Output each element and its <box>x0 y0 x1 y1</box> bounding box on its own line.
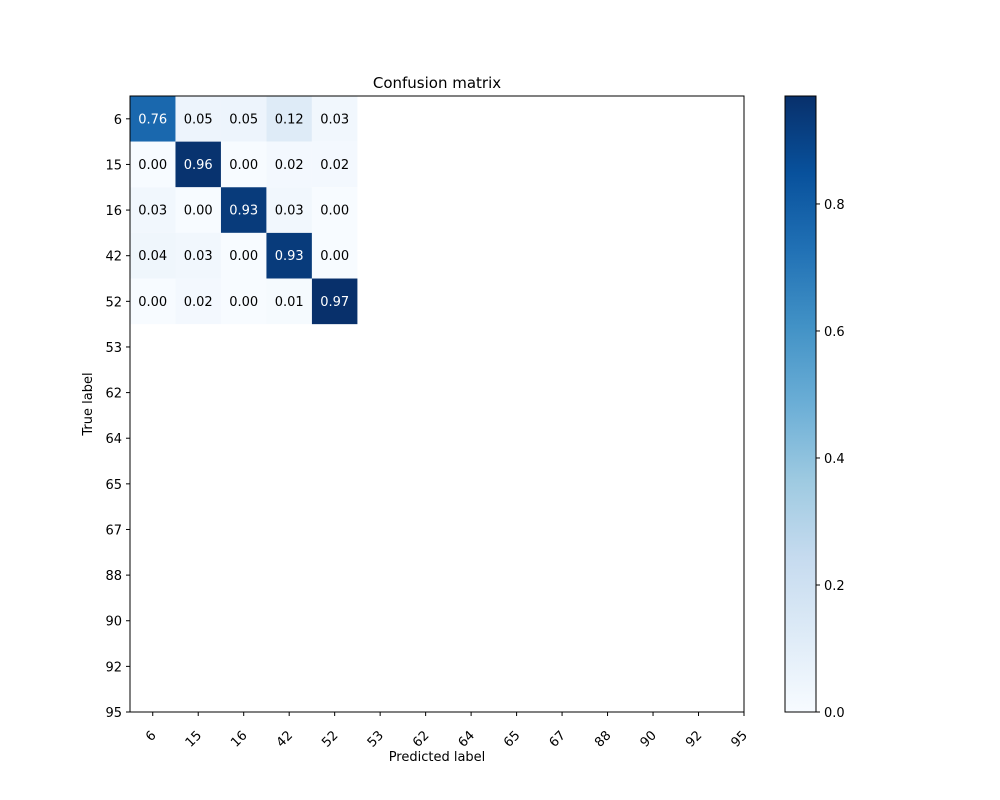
heatmap-cell <box>175 232 221 279</box>
heatmap-cell <box>266 141 312 188</box>
x-tick-label: 42 <box>274 728 296 750</box>
x-tick-label: 62 <box>410 728 432 750</box>
y-tick-label: 62 <box>105 387 122 402</box>
x-tick-label: 64 <box>456 728 478 750</box>
x-tick-label: 53 <box>365 728 387 750</box>
heatmap-cell <box>266 232 312 279</box>
chart-title: Confusion matrix <box>373 74 501 92</box>
cell-value-label: 0.00 <box>229 295 258 310</box>
colorbar-tick-label: 0.4 <box>824 452 845 467</box>
heatmap-cells: 0.76 0.05 0.05 0.12 0.03 0.00 0.96 0.00 0.02 0.02… <box>130 96 358 325</box>
heatmap-cell <box>220 278 267 325</box>
colorbar-tick-label: 0.2 <box>824 579 845 594</box>
heatmap-cell <box>175 96 221 142</box>
x-tick-label: 95 <box>729 728 751 750</box>
cell-value-label: 0.03 <box>138 204 167 219</box>
x-tick-label: 65 <box>501 728 523 750</box>
x-tick-label: 15 <box>183 728 205 750</box>
cell-value-label: 0.00 <box>184 204 213 219</box>
cell-value-label: 0.02 <box>275 158 304 173</box>
x-tick-label: 90 <box>638 728 660 750</box>
x-axis-label: Predicted label <box>389 750 486 765</box>
cell-value-label: 0.02 <box>320 158 349 173</box>
heatmap-cell <box>130 278 176 325</box>
heatmap-cell <box>311 278 358 325</box>
heatmap-cell <box>311 187 358 233</box>
heatmap-cell <box>220 232 267 279</box>
heatmap-cell <box>130 187 176 233</box>
heatmap-cell <box>220 96 267 142</box>
y-tick-label: 92 <box>105 660 122 675</box>
x-tick-label: 6 <box>143 728 159 744</box>
heatmap-cell <box>175 141 221 188</box>
cell-value-label: 0.03 <box>275 204 304 219</box>
heatmap-cell <box>130 232 176 279</box>
colorbar-ticks: 0.0 0.2 0.4 0.6 0.8 <box>816 198 845 721</box>
cell-value-label: 0.00 <box>320 249 349 264</box>
cell-value-label: 0.00 <box>320 204 349 219</box>
colorbar-tick-label: 0.0 <box>824 706 845 721</box>
x-tick-label: 88 <box>592 728 614 750</box>
cell-value-label: 0.00 <box>229 158 258 173</box>
colorbar-tick-label: 0.8 <box>824 198 845 213</box>
heatmap-cell <box>311 232 358 279</box>
y-tick-label: 64 <box>105 432 122 447</box>
cell-value-label: 0.03 <box>184 249 213 264</box>
colorbar <box>784 95 817 713</box>
heatmap-cell <box>311 96 358 142</box>
heatmap-cell <box>266 278 312 325</box>
y-axis-label: True label <box>81 372 96 436</box>
y-tick-label: 95 <box>105 706 122 721</box>
cell-value-label: 0.04 <box>138 249 167 264</box>
y-tick-label: 15 <box>105 158 122 173</box>
y-tick-label: 53 <box>105 341 122 356</box>
cell-value-label: 0.12 <box>275 112 304 127</box>
heatmap-cell <box>130 141 176 188</box>
cell-value-label: 0.05 <box>184 112 213 127</box>
cell-value-label: 0.97 <box>320 295 349 310</box>
heatmap-cell <box>220 187 267 233</box>
y-tick-label: 42 <box>105 250 122 265</box>
x-tick-label: 16 <box>228 728 250 750</box>
cell-value-label: 0.00 <box>138 158 167 173</box>
y-tick-label: 65 <box>105 478 122 493</box>
heatmap-cell <box>130 96 176 142</box>
heatmap-cell <box>311 141 358 188</box>
cell-value-label: 0.01 <box>275 295 304 310</box>
heatmap-cell <box>266 96 312 142</box>
plot-frame <box>129 95 745 713</box>
y-axis: 6 15 16 42 52 53 62 64 65 67 88 90 92 95 <box>105 113 130 721</box>
cell-value-label: 0.93 <box>229 204 258 219</box>
heatmap-cell <box>266 187 312 233</box>
cell-value-label: 0.02 <box>184 295 213 310</box>
y-tick-label: 88 <box>105 569 122 584</box>
y-tick-label: 90 <box>105 615 122 630</box>
heatmap-cell <box>175 278 221 325</box>
heatmap-cell <box>220 141 267 188</box>
x-tick-label: 67 <box>547 728 569 750</box>
cell-value-label: 0.00 <box>138 295 167 310</box>
cell-value-label: 0.00 <box>229 249 258 264</box>
colorbar-tick-label: 0.6 <box>824 325 845 340</box>
cell-value-label: 0.93 <box>275 249 304 264</box>
x-tick-label: 92 <box>683 728 705 750</box>
cell-value-label: 0.76 <box>138 112 167 127</box>
y-tick-label: 16 <box>105 204 122 219</box>
y-tick-label: 52 <box>105 295 122 310</box>
x-axis: 6 15 16 42 52 53 62 64 65 67 88 90 92 95 <box>143 712 751 751</box>
y-tick-label: 67 <box>105 523 122 538</box>
x-tick-label: 52 <box>319 728 341 750</box>
y-tick-label: 6 <box>114 113 122 128</box>
cell-value-label: 0.03 <box>320 112 349 127</box>
cell-value-label: 0.96 <box>184 158 213 173</box>
heatmap-cell <box>175 187 221 233</box>
cell-value-label: 0.05 <box>229 112 258 127</box>
